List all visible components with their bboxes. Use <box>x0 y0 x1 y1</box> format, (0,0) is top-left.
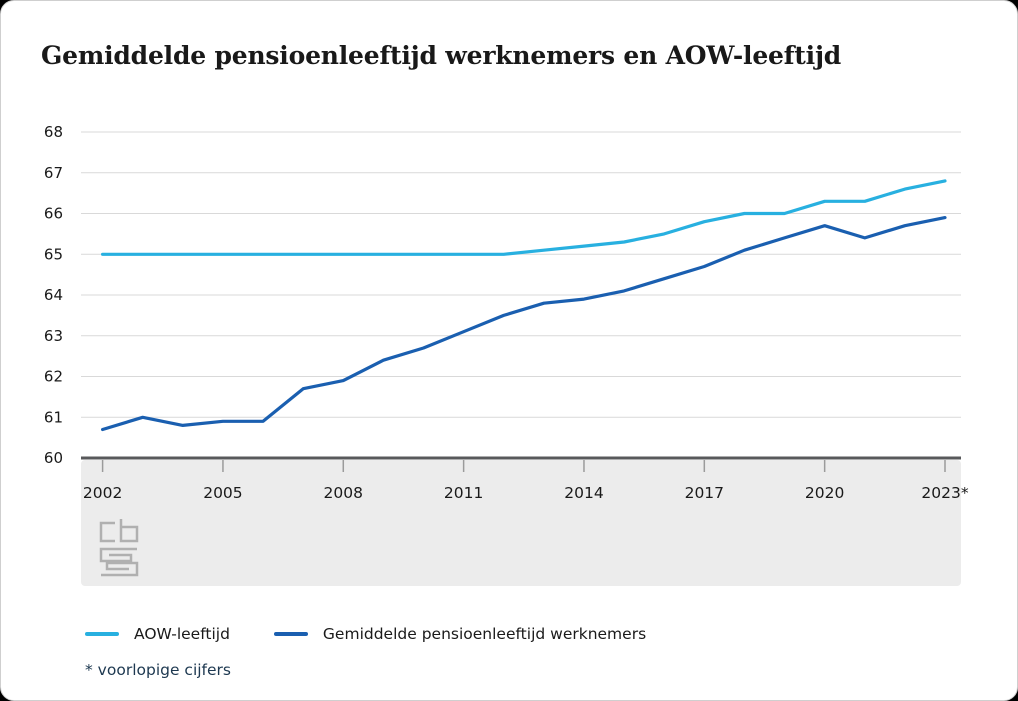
y-tick-label: 65 <box>44 245 63 263</box>
y-tick-label: 60 <box>44 449 63 467</box>
legend-item-pensioenleeftijd[interactable]: Gemiddelde pensioenleeftijd werknemers <box>273 625 647 643</box>
y-tick-label: 66 <box>44 205 63 223</box>
y-tick-label: 67 <box>44 164 63 182</box>
x-tick-label: 2023* <box>921 484 968 502</box>
x-tick-label: 2008 <box>324 484 363 502</box>
series-line-aow <box>100 179 947 256</box>
x-tick-label: 2002 <box>83 484 122 502</box>
legend-line-swatch-pensioenleeftijd <box>273 632 308 636</box>
legend-line-swatch-aow <box>85 632 119 636</box>
legend-label-pensioenleeftijd: Gemiddelde pensioenleeftijd werknemers <box>322 625 647 643</box>
x-tick-label: 2017 <box>685 484 724 502</box>
chart-menu-button[interactable] <box>958 51 962 55</box>
y-tick-label: 64 <box>44 286 63 304</box>
series-line-pensioenleeftijd <box>100 216 947 432</box>
footnote: * voorlopige cijfers <box>85 661 232 679</box>
legend-label-aow: AOW-leeftijd <box>134 625 230 643</box>
legend: AOW-leeftijd Gemiddelde pensioenleeftijd… <box>85 625 646 643</box>
x-tick-label: 2011 <box>444 484 483 502</box>
y-tick-label: 63 <box>44 327 63 345</box>
y-tick-label: 61 <box>44 408 63 426</box>
x-axis-band <box>81 460 961 586</box>
x-tick-label: 2005 <box>203 484 242 502</box>
cbs-logo <box>99 519 139 577</box>
y-tick-label: 68 <box>44 123 63 141</box>
y-tick-label: 62 <box>44 368 63 386</box>
legend-item-aow[interactable]: AOW-leeftijd <box>85 625 230 643</box>
chart-title: Gemiddelde pensioenleeftijd werknemers e… <box>41 41 842 70</box>
x-tick-label: 2020 <box>805 484 844 502</box>
x-tick-label: 2014 <box>564 484 603 502</box>
chart-canvas: 60 61 62 63 64 65 66 67 68 2002 2005 2008 2011 2014 20… <box>44 123 969 586</box>
